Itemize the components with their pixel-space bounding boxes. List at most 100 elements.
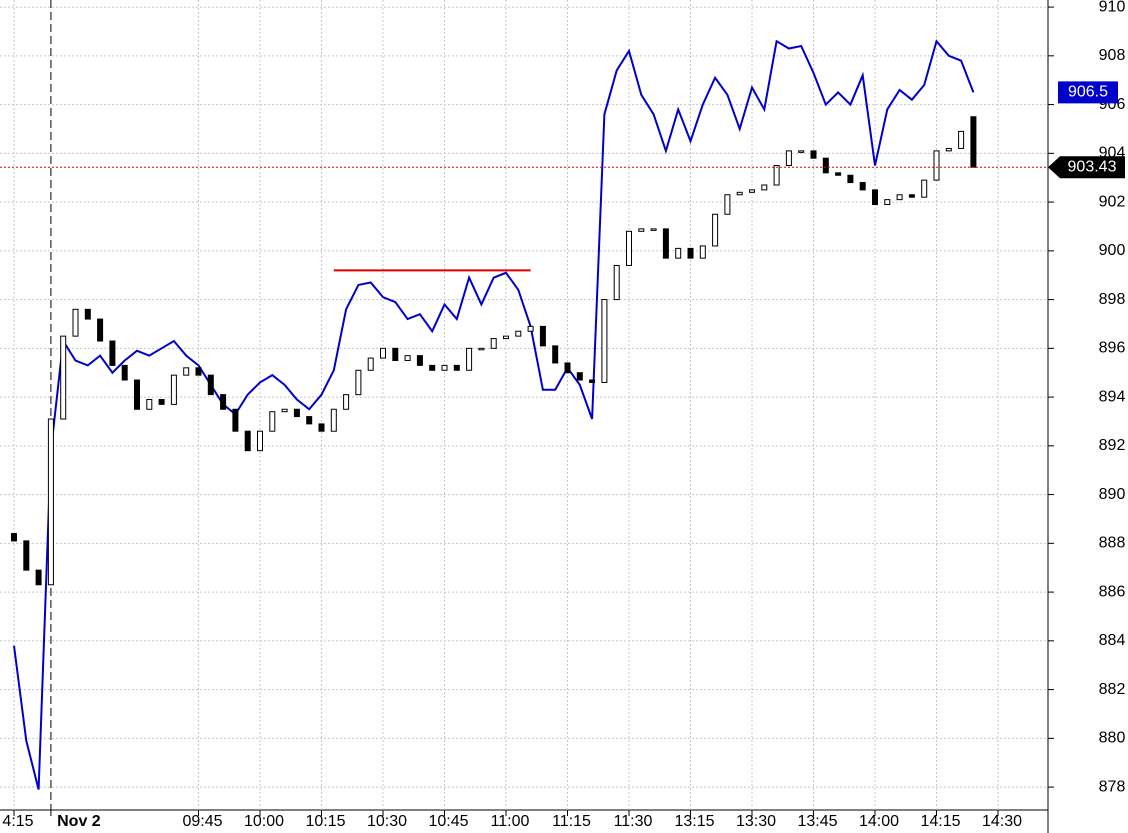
- candle: [281, 408, 288, 413]
- candle: [539, 325, 546, 347]
- candle: [872, 189, 878, 206]
- y-tick-label: 892: [1099, 437, 1126, 454]
- y-tick-label: 886: [1099, 583, 1126, 600]
- candle: [613, 264, 620, 301]
- y-tick-label: 908: [1099, 47, 1126, 64]
- candle: [761, 184, 768, 191]
- x-tick-label: 13:15: [674, 813, 714, 830]
- candle: [970, 116, 977, 168]
- x-tick-label: 11:30: [614, 813, 653, 830]
- candle: [884, 199, 891, 206]
- candle: [638, 228, 645, 232]
- x-tick-label: 09:45: [182, 813, 222, 830]
- price-line: [13, 39, 975, 790]
- candle: [404, 355, 411, 362]
- candle: [785, 150, 792, 167]
- x-tick-label: 4:15: [2, 813, 33, 830]
- candle: [453, 364, 460, 371]
- candle: [183, 367, 190, 376]
- y-tick-label: 880: [1099, 730, 1126, 747]
- candle: [158, 399, 165, 405]
- candle: [835, 172, 842, 176]
- candle: [921, 179, 928, 198]
- candle: [503, 335, 509, 340]
- candle: [687, 247, 694, 259]
- last-value-box: [1058, 81, 1118, 104]
- x-tick-label: 11:15: [552, 813, 591, 830]
- y-tick-label: 900: [1099, 242, 1126, 259]
- candle: [859, 182, 866, 191]
- candle: [269, 411, 276, 432]
- last-price-box: [1048, 156, 1125, 179]
- candle: [257, 430, 263, 452]
- x-tick-label: Nov 2: [57, 813, 101, 830]
- y-tick-label: 910: [1099, 0, 1126, 15]
- candle: [232, 408, 239, 432]
- candle: [11, 533, 17, 542]
- candle: [933, 150, 940, 181]
- candle: [35, 569, 42, 586]
- candle: [626, 230, 632, 266]
- last-value-label: 906.5: [1068, 84, 1108, 101]
- candle: [527, 325, 534, 332]
- y-tick-label: 894: [1099, 388, 1126, 405]
- candle: [576, 372, 583, 381]
- x-tick-label: 13:30: [736, 813, 776, 830]
- y-tick-label: 884: [1099, 632, 1126, 649]
- y-tick-label: 902: [1099, 193, 1126, 210]
- candle: [736, 191, 743, 196]
- x-tick-label: 14:00: [859, 813, 899, 830]
- candle: [773, 165, 780, 186]
- candle: [355, 369, 362, 396]
- candle: [146, 399, 153, 410]
- candle: [601, 299, 608, 383]
- last-price-label: 903.43: [1068, 158, 1117, 175]
- candle: [23, 540, 30, 571]
- y-tick-label: 882: [1099, 681, 1126, 698]
- candle: [97, 318, 104, 342]
- x-tick-label: 10:00: [244, 813, 284, 830]
- candle: [564, 362, 571, 374]
- candle: [662, 228, 669, 259]
- candle: [380, 347, 386, 359]
- candle: [72, 308, 79, 337]
- candle: [908, 194, 915, 198]
- candle: [699, 245, 706, 259]
- candle: [958, 130, 965, 149]
- y-tick-label: 878: [1099, 778, 1126, 795]
- candle: [589, 379, 596, 383]
- candle: [170, 374, 177, 405]
- candle: [847, 174, 854, 184]
- candle: [47, 418, 54, 586]
- candle: [749, 189, 755, 193]
- y-tick-label: 888: [1099, 535, 1126, 552]
- candle: [306, 416, 313, 425]
- candle: [195, 367, 202, 376]
- x-tick-label: 10:30: [367, 813, 407, 830]
- candle: [121, 364, 128, 381]
- candle: [244, 430, 251, 452]
- candle: [945, 147, 952, 152]
- candle: [810, 150, 817, 159]
- x-tick-label: 13:45: [797, 813, 837, 830]
- candle: [84, 308, 91, 320]
- candle: [220, 394, 227, 410]
- candle: [207, 374, 214, 396]
- candle: [330, 408, 337, 432]
- x-tick-label: 14:15: [920, 813, 960, 830]
- x-tick-label: 11:00: [491, 813, 530, 830]
- candle: [798, 150, 805, 153]
- candle: [109, 340, 116, 366]
- y-tick-label: 896: [1099, 340, 1126, 357]
- candle: [724, 194, 731, 215]
- candle: [712, 213, 719, 247]
- candle: [478, 347, 485, 351]
- candle: [60, 335, 67, 420]
- x-tick-label: 10:15: [305, 813, 345, 830]
- candle: [134, 379, 140, 410]
- x-tick-label: 14:30: [982, 813, 1022, 830]
- candle: [552, 345, 559, 364]
- y-tick-label: 890: [1099, 486, 1126, 503]
